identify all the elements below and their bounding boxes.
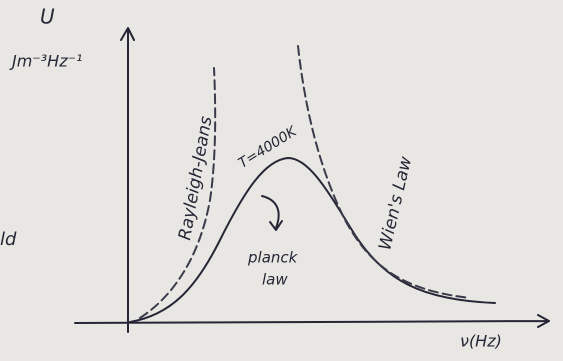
x-label: ν(Hz) bbox=[460, 332, 502, 351]
y-units: Jm⁻³Hz⁻¹ bbox=[9, 52, 82, 71]
y-label: U bbox=[40, 5, 55, 29]
paper bbox=[0, 0, 563, 361]
planck-label: law bbox=[262, 271, 288, 289]
diagram: U Jm⁻³Hz⁻¹ ν(Hz) Rayleigh-Jeans Wien's L… bbox=[0, 0, 563, 361]
margin-text: ld bbox=[0, 229, 17, 250]
page: {"axes": {"y_label": "U", "y_units": "Jm… bbox=[0, 0, 563, 361]
planck-label: planck bbox=[247, 249, 299, 267]
